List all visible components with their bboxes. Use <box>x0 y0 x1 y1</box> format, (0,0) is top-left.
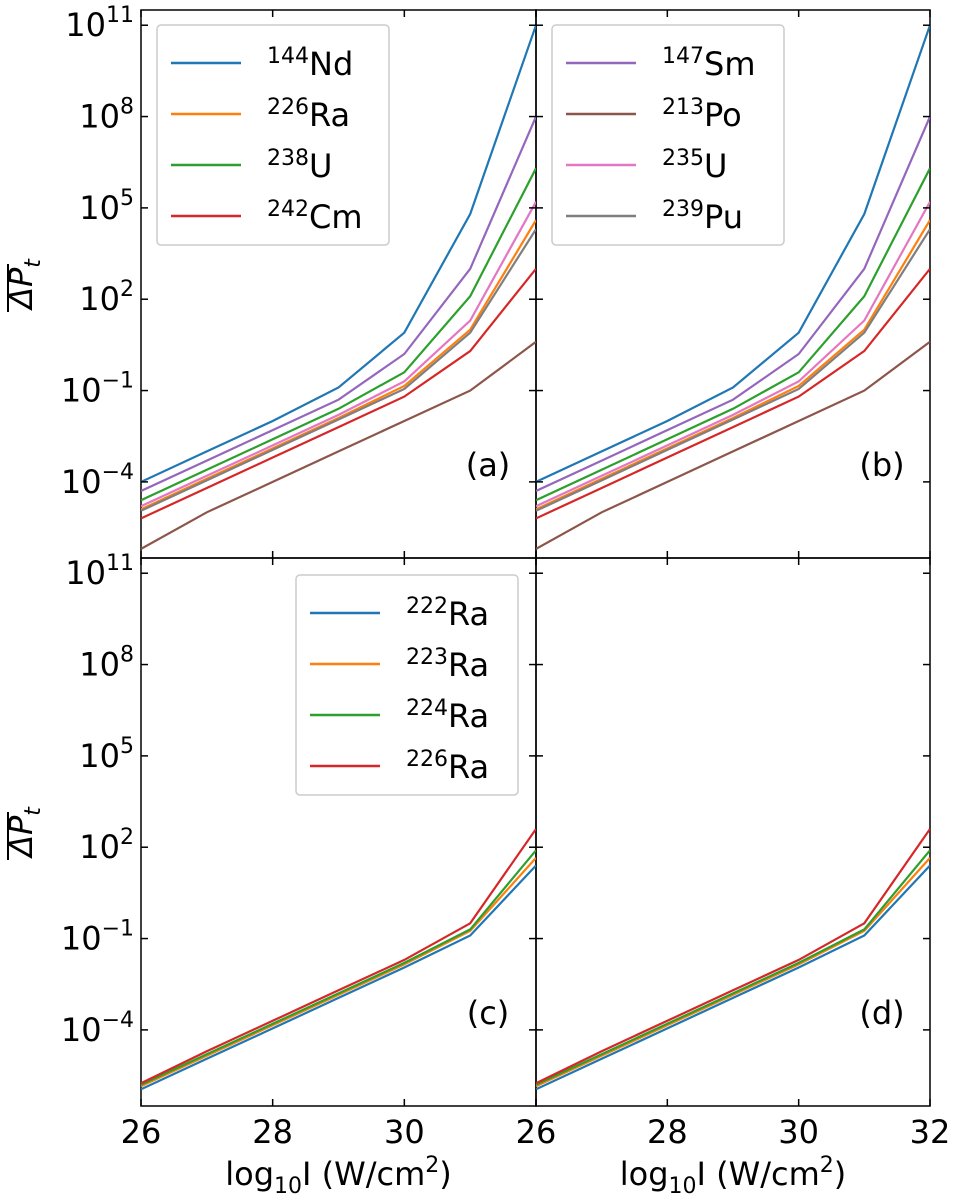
legend-entry-226Ra: 226Ra <box>406 747 489 786</box>
panel-label-b: (b) <box>859 446 904 484</box>
series-line-b-213Po <box>536 340 930 550</box>
legend-entry-213Po: 213Po <box>662 95 742 134</box>
legend-box-a <box>156 24 390 246</box>
legend-entry-224Ra: 224Ra <box>406 696 489 735</box>
x-tick-label: 26 <box>121 1113 162 1151</box>
series-line-b-235U <box>536 201 930 508</box>
y-tick-label: 10−4 <box>61 460 134 501</box>
series-line-b-238U <box>536 167 930 502</box>
panel-a-series <box>141 24 536 550</box>
y-tick-label: 105 <box>79 186 134 227</box>
x-tick-label: 30 <box>384 1113 425 1151</box>
series-line-d-226Ra <box>536 828 930 1085</box>
series-line-c-223Ra <box>141 857 536 1088</box>
y-tick-label: 105 <box>79 734 134 775</box>
labels: (a) (b)(c) (d)101110810510210−110−4ΔPt1011… <box>2 3 950 1198</box>
y-tick-label: 102 <box>79 825 134 866</box>
legend-entry-147Sm: 147Sm <box>662 44 755 83</box>
y-tick-label: 1011 <box>65 551 134 592</box>
series-line-b-226Ra <box>536 219 930 511</box>
legend-entry-242Cm: 242Cm <box>267 197 363 236</box>
panel-label-a: (a) <box>466 446 511 484</box>
panel-label-d: (d) <box>859 994 904 1032</box>
panel-c-series <box>141 828 536 1091</box>
x-tick-label: 28 <box>252 1113 293 1151</box>
legend-a: 144Nd 226Ra 238U 242Cm <box>156 24 390 246</box>
series-line-a-226Ra <box>141 219 536 511</box>
series-line-a-144Nd <box>141 24 536 483</box>
series-line-a-147Sm <box>141 116 536 492</box>
legend-entry-239Pu: 239Pu <box>662 197 743 236</box>
legend-entry-235U: 235U <box>662 146 727 185</box>
series-line-b-239Pu <box>536 228 930 512</box>
x-tick-label: 30 <box>778 1113 819 1151</box>
y-tick-label: 10−1 <box>61 369 134 410</box>
legend-box-c <box>295 574 519 796</box>
series-line-a-213Po <box>141 340 536 550</box>
series-line-b-147Sm <box>536 116 930 492</box>
y-tick-label: 10−1 <box>61 917 134 958</box>
legend-entry-223Ra: 223Ra <box>406 645 489 684</box>
y-tick-label: 108 <box>79 643 134 684</box>
legend-entry-144Nd: 144Nd <box>267 44 353 83</box>
series-line-b-144Nd <box>536 24 930 483</box>
legend-box-b <box>551 24 785 246</box>
panel-d-series <box>536 828 930 1091</box>
series-line-a-238U <box>141 167 536 502</box>
legend-entry-222Ra: 222Ra <box>406 594 489 633</box>
legend-entry-238U: 238U <box>267 146 332 185</box>
legend-c: 222Ra 223Ra 224Ra 226Ra <box>295 574 519 796</box>
x-tick-label: 28 <box>647 1113 688 1151</box>
panel-label-c: (c) <box>467 994 510 1032</box>
x-tick-label: 32 <box>910 1113 951 1151</box>
series-line-c-224Ra <box>141 849 536 1086</box>
x-tick-label: 26 <box>516 1113 557 1151</box>
series-line-b-242Cm <box>536 268 930 520</box>
series-lines <box>141 24 930 1091</box>
series-line-a-239Pu <box>141 228 536 512</box>
y-tick-label: 102 <box>79 277 134 318</box>
series-line-d-224Ra <box>536 849 930 1086</box>
axis-ticks <box>140 10 931 1106</box>
series-line-a-242Cm <box>141 268 536 520</box>
x-axis-title: log10I (W/cm2) <box>620 1153 847 1198</box>
x-axis-title: log10I (W/cm2) <box>225 1153 452 1198</box>
legends: 144Nd 226Ra 238U 242Cm 147Sm 213Po 235U 239Pu 22… <box>156 24 785 796</box>
y-tick-label: 10−4 <box>61 1008 134 1049</box>
panel-b-series <box>536 24 930 550</box>
series-line-d-222Ra <box>536 864 930 1091</box>
series-line-d-223Ra <box>536 857 930 1088</box>
legend-entry-226Ra: 226Ra <box>267 95 350 134</box>
series-line-a-235U <box>141 201 536 508</box>
series-line-c-222Ra <box>141 864 536 1091</box>
y-tick-label: 108 <box>79 95 134 136</box>
y-tick-label: 1011 <box>65 3 134 44</box>
panel-d-frame <box>535 557 931 1107</box>
series-line-c-226Ra <box>141 828 536 1085</box>
legend-b: 147Sm 213Po 235U 239Pu <box>551 24 785 246</box>
